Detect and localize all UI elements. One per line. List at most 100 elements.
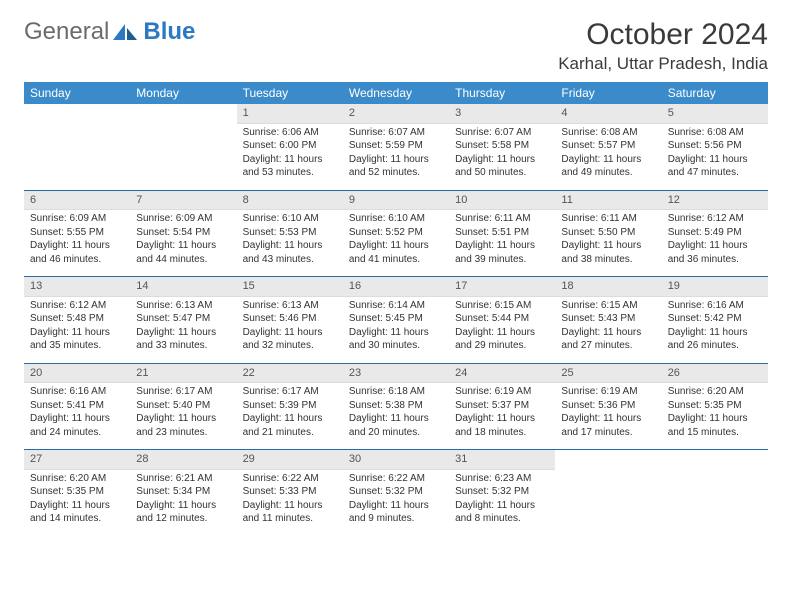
day-number: 30: [343, 450, 449, 470]
dayname-saturday: Saturday: [662, 82, 768, 104]
day-body: Sunrise: 6:11 AMSunset: 5:50 PMDaylight:…: [555, 210, 661, 270]
day-body: Sunrise: 6:22 AMSunset: 5:33 PMDaylight:…: [237, 470, 343, 530]
sunrise-line: Sunrise: 6:08 AM: [668, 126, 762, 140]
sunset-line: Sunset: 5:42 PM: [668, 312, 762, 326]
day-number: 22: [237, 364, 343, 384]
sunset-line: Sunset: 5:53 PM: [243, 226, 337, 240]
week-row: 20Sunrise: 6:16 AMSunset: 5:41 PMDayligh…: [24, 364, 768, 450]
sunset-line: Sunset: 5:37 PM: [455, 399, 549, 413]
day-cell: 18Sunrise: 6:15 AMSunset: 5:43 PMDayligh…: [555, 277, 661, 363]
sunrise-line: Sunrise: 6:15 AM: [455, 299, 549, 313]
sunset-line: Sunset: 5:59 PM: [349, 139, 443, 153]
sunset-line: Sunset: 6:00 PM: [243, 139, 337, 153]
daylight-line: Daylight: 11 hours and 12 minutes.: [136, 499, 230, 526]
day-body: Sunrise: 6:22 AMSunset: 5:32 PMDaylight:…: [343, 470, 449, 530]
day-body: Sunrise: 6:10 AMSunset: 5:53 PMDaylight:…: [237, 210, 343, 270]
day-number: 23: [343, 364, 449, 384]
sunrise-line: Sunrise: 6:08 AM: [561, 126, 655, 140]
day-cell: 6Sunrise: 6:09 AMSunset: 5:55 PMDaylight…: [24, 191, 130, 277]
sunrise-line: Sunrise: 6:22 AM: [243, 472, 337, 486]
sunrise-line: Sunrise: 6:12 AM: [30, 299, 124, 313]
day-body: Sunrise: 6:08 AMSunset: 5:57 PMDaylight:…: [555, 124, 661, 184]
location: Karhal, Uttar Pradesh, India: [558, 54, 768, 74]
dayname-sunday: Sunday: [24, 82, 130, 104]
day-cell: 11Sunrise: 6:11 AMSunset: 5:50 PMDayligh…: [555, 191, 661, 277]
day-body: Sunrise: 6:11 AMSunset: 5:51 PMDaylight:…: [449, 210, 555, 270]
day-body: Sunrise: 6:07 AMSunset: 5:59 PMDaylight:…: [343, 124, 449, 184]
sunrise-line: Sunrise: 6:22 AM: [349, 472, 443, 486]
sunset-line: Sunset: 5:45 PM: [349, 312, 443, 326]
sunset-line: Sunset: 5:32 PM: [455, 485, 549, 499]
day-cell: 26Sunrise: 6:20 AMSunset: 5:35 PMDayligh…: [662, 364, 768, 450]
day-cell: 9Sunrise: 6:10 AMSunset: 5:52 PMDaylight…: [343, 191, 449, 277]
day-number: 13: [24, 277, 130, 297]
sunset-line: Sunset: 5:57 PM: [561, 139, 655, 153]
day-body: Sunrise: 6:15 AMSunset: 5:43 PMDaylight:…: [555, 297, 661, 357]
day-body: Sunrise: 6:07 AMSunset: 5:58 PMDaylight:…: [449, 124, 555, 184]
day-number: 14: [130, 277, 236, 297]
day-cell: 5Sunrise: 6:08 AMSunset: 5:56 PMDaylight…: [662, 104, 768, 190]
sunset-line: Sunset: 5:34 PM: [136, 485, 230, 499]
daylight-line: Daylight: 11 hours and 23 minutes.: [136, 412, 230, 439]
sunset-line: Sunset: 5:32 PM: [349, 485, 443, 499]
daylight-line: Daylight: 11 hours and 41 minutes.: [349, 239, 443, 266]
day-number: 7: [130, 191, 236, 211]
daylight-line: Daylight: 11 hours and 52 minutes.: [349, 153, 443, 180]
day-number: 17: [449, 277, 555, 297]
day-number: 26: [662, 364, 768, 384]
title-block: October 2024 Karhal, Uttar Pradesh, Indi…: [558, 18, 768, 74]
day-body: Sunrise: 6:09 AMSunset: 5:54 PMDaylight:…: [130, 210, 236, 270]
daylight-line: Daylight: 11 hours and 47 minutes.: [668, 153, 762, 180]
sunset-line: Sunset: 5:51 PM: [455, 226, 549, 240]
sunset-line: Sunset: 5:39 PM: [243, 399, 337, 413]
sunrise-line: Sunrise: 6:20 AM: [668, 385, 762, 399]
sunset-line: Sunset: 5:56 PM: [668, 139, 762, 153]
day-number: 12: [662, 191, 768, 211]
sunset-line: Sunset: 5:46 PM: [243, 312, 337, 326]
day-number: 31: [449, 450, 555, 470]
sunset-line: Sunset: 5:40 PM: [136, 399, 230, 413]
week-row: 13 Sunrise: 6:12 AMSunset: 5:48 PM Dayligh…: [24, 277, 768, 363]
daylight-line: Daylight: 11 hours and 14 minutes.: [30, 499, 124, 526]
day-body: Sunrise: 6:09 AMSunset: 5:55 PMDaylight:…: [24, 210, 130, 270]
empty-cell: [662, 450, 768, 536]
sunrise-line: Sunrise: 6:16 AM: [668, 299, 762, 313]
daylight-line: Daylight: 11 hours and 26 minutes.: [668, 326, 762, 353]
week-row: 27Sunrise: 6:20 AMSunset: 5:35 PMDayligh…: [24, 450, 768, 536]
daylight-line: Daylight: 11 hours and 50 minutes.: [455, 153, 549, 180]
day-cell: 12Sunrise: 6:12 AMSunset: 5:49 PMDayligh…: [662, 191, 768, 277]
sunset-line: Sunset: 5:48 PM: [30, 312, 124, 326]
day-body: Sunrise: 6:17 AMSunset: 5:39 PMDaylight:…: [237, 383, 343, 443]
sunset-line: Sunset: 5:36 PM: [561, 399, 655, 413]
dayname-monday: Monday: [130, 82, 236, 104]
sunset-line: Sunset: 5:52 PM: [349, 226, 443, 240]
sunset-line: Sunset: 5:33 PM: [243, 485, 337, 499]
daylight-line: Daylight: 11 hours and 17 minutes.: [561, 412, 655, 439]
sunrise-line: Sunrise: 6:18 AM: [349, 385, 443, 399]
empty-cell: [130, 104, 236, 190]
day-number: 4: [555, 104, 661, 124]
day-cell: 27Sunrise: 6:20 AMSunset: 5:35 PMDayligh…: [24, 450, 130, 536]
sunset-line: Sunset: 5:41 PM: [30, 399, 124, 413]
logo-text-2: Blue: [143, 18, 195, 46]
day-number: 2: [343, 104, 449, 124]
empty-cell: [24, 104, 130, 190]
day-cell: 31Sunrise: 6:23 AMSunset: 5:32 PMDayligh…: [449, 450, 555, 536]
day-cell: 23Sunrise: 6:18 AMSunset: 5:38 PMDayligh…: [343, 364, 449, 450]
logo-sail-icon: [111, 22, 141, 42]
day-number: 25: [555, 364, 661, 384]
daylight-line: Daylight: 11 hours and 29 minutes.: [455, 326, 549, 353]
sunrise-line: Sunrise: 6:11 AM: [561, 212, 655, 226]
day-number: 11: [555, 191, 661, 211]
sunrise-line: Sunrise: 6:09 AM: [136, 212, 230, 226]
sunrise-line: Sunrise: 6:10 AM: [243, 212, 337, 226]
daylight-line: Daylight: 11 hours and 24 minutes.: [30, 412, 124, 439]
sunset-line: Sunset: 5:35 PM: [668, 399, 762, 413]
sunrise-line: Sunrise: 6:21 AM: [136, 472, 230, 486]
day-body: Sunrise: 6:15 AMSunset: 5:44 PMDaylight:…: [449, 297, 555, 357]
day-body: Sunrise: 6:18 AMSunset: 5:38 PMDaylight:…: [343, 383, 449, 443]
dayname-wednesday: Wednesday: [343, 82, 449, 104]
day-cell: 28Sunrise: 6:21 AMSunset: 5:34 PMDayligh…: [130, 450, 236, 536]
day-number: 16: [343, 277, 449, 297]
day-number: 10: [449, 191, 555, 211]
